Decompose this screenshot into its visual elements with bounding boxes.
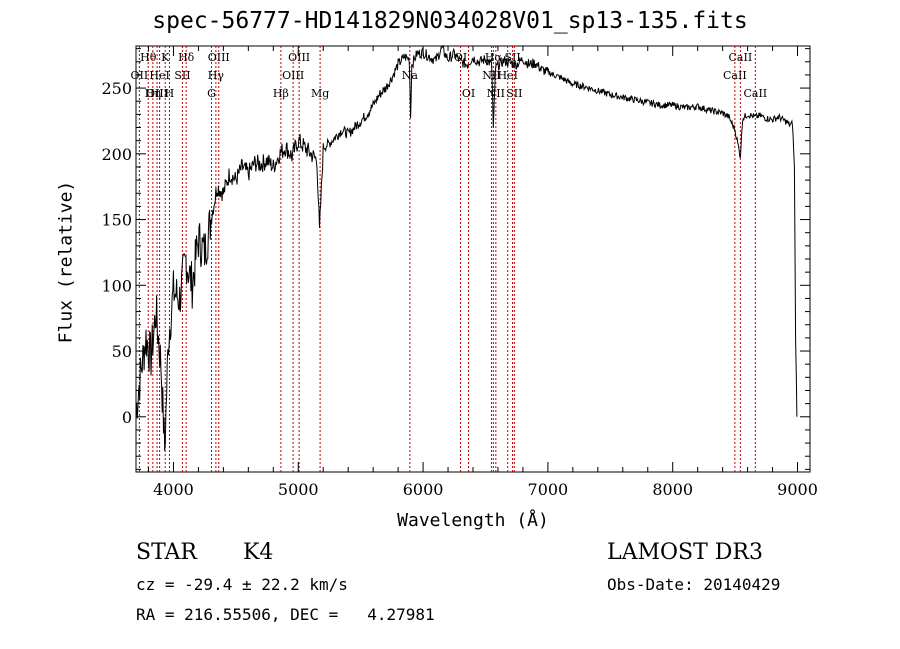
spectral-line-markers — [138, 46, 756, 472]
marker-label: Hδ — [178, 51, 195, 64]
redshift-text: cz = -29.4 ± 22.2 km/s — [136, 575, 348, 594]
marker-label: CaII — [723, 69, 747, 82]
marker-label: SII — [174, 69, 190, 82]
marker-label: H — [165, 87, 175, 100]
marker-label: Hθ — [140, 51, 157, 64]
y-axis-label: Flux (relative) — [55, 180, 77, 344]
y-tick-label: 0 — [122, 408, 132, 427]
marker-label: NII — [487, 87, 505, 100]
plot-frame — [135, 45, 811, 473]
obs-date: Obs-Date: 20140429 — [607, 575, 781, 594]
marker-label: SII — [504, 51, 520, 64]
marker-label: OI — [454, 51, 467, 64]
object-class: STAR — [136, 540, 197, 565]
object-subclass: K4 — [243, 540, 274, 565]
axis-ticks: 4000 5000 6000 7000 8000 9000 0 50 100 150 200 250 — [101, 46, 818, 499]
survey-name: LAMOST DR3 — [607, 540, 763, 565]
y-tick-label: 150 — [101, 211, 132, 230]
y-tick-label: 250 — [101, 79, 132, 98]
marker-label: Hγ — [208, 69, 225, 82]
marker-label: CaII — [729, 51, 753, 64]
marker-label: OI — [462, 87, 475, 100]
marker-label: SII — [506, 87, 522, 100]
x-tick-label: 7000 — [528, 480, 569, 499]
marker-label: Hβ — [273, 87, 289, 100]
y-tick-label: 50 — [112, 342, 132, 361]
x-tick-label: 6000 — [403, 480, 444, 499]
marker-label: OIII — [282, 69, 304, 82]
marker-label: Hα — [485, 51, 503, 64]
marker-label: OIII — [288, 51, 310, 64]
chart-title: spec-56777-HD141829N034028V01_sp13-135.f… — [152, 8, 748, 34]
spectrum-line — [135, 44, 798, 452]
marker-label: OIII — [146, 87, 168, 100]
marker-label: HeI — [497, 69, 517, 82]
marker-label: G — [207, 87, 216, 100]
spectral-line-labels: OIIHθHηOIIIHeIKHSIIHδGHγOIIIHβOIIIOIIIMg… — [131, 51, 768, 100]
y-tick-label: 100 — [101, 276, 132, 295]
marker-label: Hη — [145, 87, 161, 100]
x-tick-label: 8000 — [652, 480, 693, 499]
x-axis-label: Wavelength (Å) — [397, 510, 549, 531]
marker-label: K — [161, 51, 170, 64]
marker-label: OII — [131, 69, 149, 82]
marker-label: Na — [402, 69, 419, 82]
marker-label: HeI — [149, 69, 169, 82]
marker-label: OIII — [208, 51, 230, 64]
x-tick-label: 9000 — [777, 480, 818, 499]
x-tick-label: 5000 — [278, 480, 319, 499]
marker-label: Mg — [311, 87, 329, 100]
marker-label: CaII — [743, 87, 767, 100]
x-tick-label: 4000 — [153, 480, 194, 499]
ra-dec: RA = 216.55506, DEC = 4.27981 — [136, 605, 435, 624]
marker-label: NII — [482, 69, 500, 82]
y-tick-label: 200 — [101, 145, 132, 164]
